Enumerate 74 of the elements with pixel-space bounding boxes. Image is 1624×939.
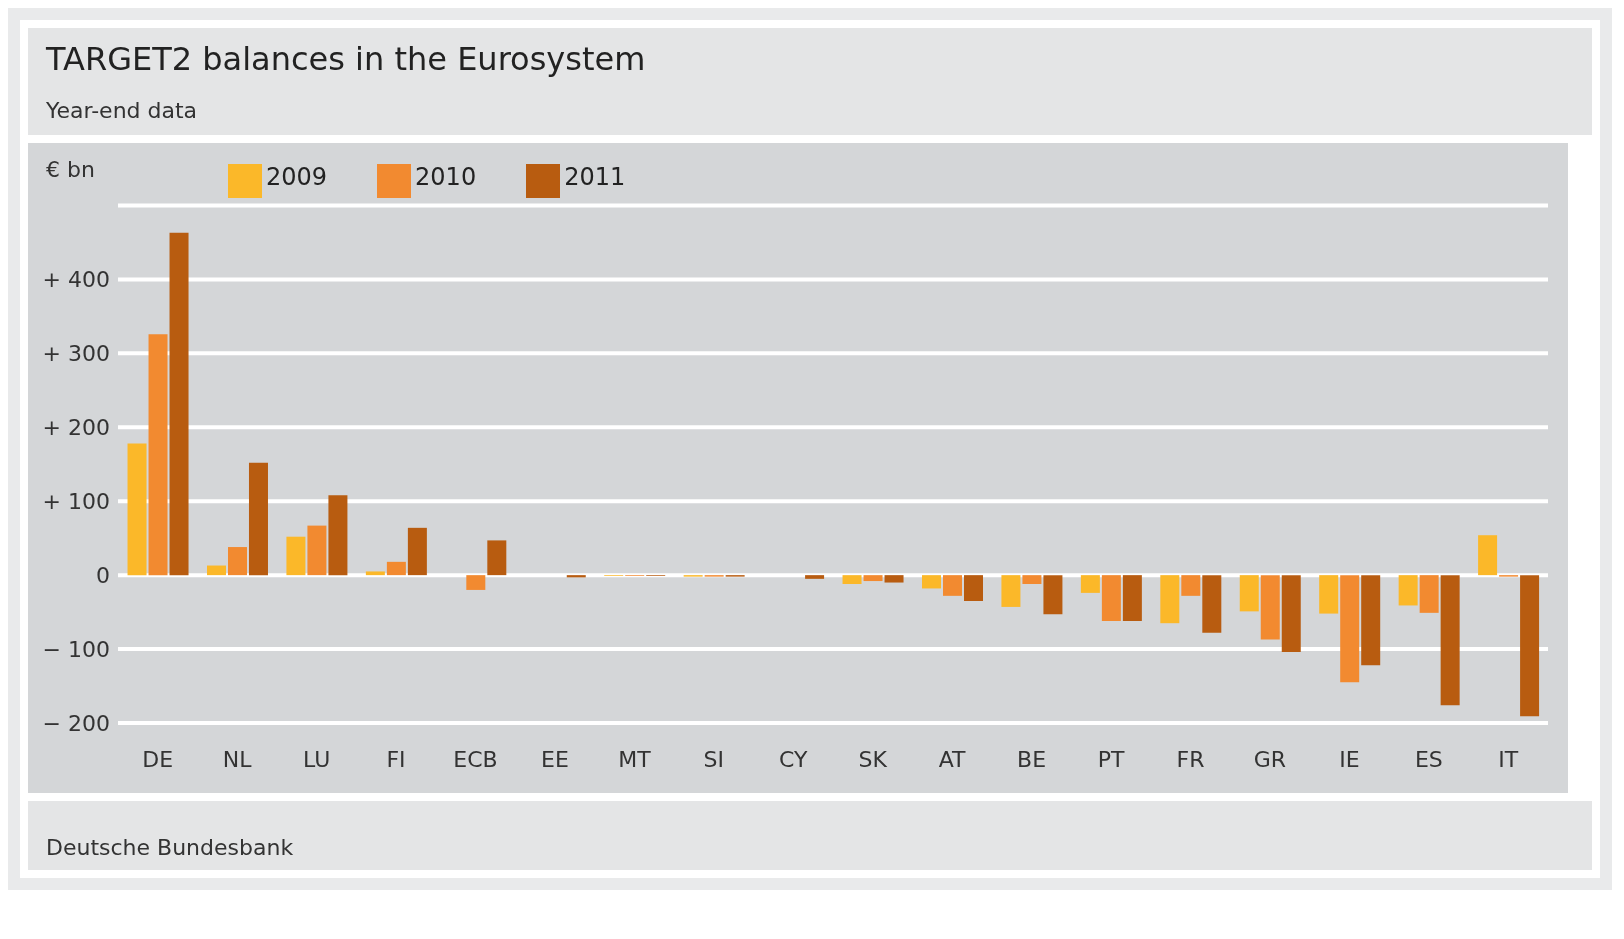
bar [148, 334, 168, 576]
bar [127, 443, 147, 576]
x-tick-label: IE [1339, 746, 1360, 772]
chart-subtitle: Year-end data [46, 98, 199, 123]
x-tick-label: ES [1414, 746, 1443, 772]
x-tick-label: FR [1176, 746, 1205, 772]
y-tick-label: − 100 [42, 636, 110, 662]
bar [307, 525, 327, 576]
bar [1181, 575, 1201, 596]
x-tick-label: PT [1097, 746, 1125, 772]
bar [407, 527, 427, 576]
bar [1478, 535, 1498, 576]
y-tick-label: + 100 [42, 489, 110, 515]
bar [248, 462, 268, 576]
bar [466, 575, 486, 590]
y-tick-label: 0 [96, 562, 110, 588]
x-tick-label: DE [142, 746, 174, 772]
bar [1340, 575, 1360, 683]
bar [1419, 575, 1439, 613]
x-tick-label: SI [703, 746, 725, 772]
legend-label: 2010 [415, 163, 477, 191]
bar [1122, 575, 1142, 621]
bar [1361, 575, 1381, 666]
x-tick-label: MT [618, 746, 652, 772]
bar [328, 495, 348, 576]
bar [365, 571, 385, 576]
bar [1440, 575, 1460, 706]
x-tick-label: IT [1498, 746, 1519, 772]
legend-label: 2011 [564, 163, 626, 191]
y-tick-label: + 300 [42, 341, 110, 367]
bar [286, 536, 306, 576]
x-tick-label: EE [541, 746, 569, 772]
chart-title: TARGET2 balances in the Eurosystem [46, 40, 647, 78]
x-tick-label: LU [302, 746, 331, 772]
bar [1520, 575, 1540, 717]
bar [1398, 575, 1418, 606]
x-tick-label: AT [938, 746, 967, 772]
bar [487, 540, 507, 576]
x-tick-label: FI [386, 746, 406, 772]
bar [921, 575, 941, 589]
bar [1281, 575, 1301, 653]
bar [386, 561, 406, 576]
x-tick-label: ECB [453, 746, 498, 772]
y-tick-label: + 400 [42, 267, 110, 293]
text: Deutsche Bundesbank [46, 835, 295, 860]
bar [169, 232, 189, 576]
x-tick-label: SK [858, 746, 888, 772]
x-tick-label: BE [1017, 746, 1047, 772]
bar [1160, 575, 1180, 624]
bar [805, 575, 825, 579]
bar [1043, 575, 1063, 615]
bar [1101, 575, 1121, 621]
bar [1001, 575, 1021, 607]
x-tick-label: NL [222, 746, 253, 772]
bar [1260, 575, 1280, 640]
y-tick-label: + 200 [42, 415, 110, 441]
bar [1202, 575, 1222, 633]
bar [566, 575, 586, 578]
y-axis-title: € bn [46, 157, 95, 182]
bar [963, 575, 983, 602]
bar [884, 575, 904, 583]
bar [842, 575, 862, 585]
bar [206, 565, 226, 576]
x-tick-label: GR [1253, 746, 1287, 772]
legend-label: 2009 [266, 163, 328, 191]
bar [1319, 575, 1339, 614]
y-tick-label: − 200 [42, 710, 110, 736]
bar [227, 547, 247, 576]
bar [1239, 575, 1259, 612]
x-tick-label: CY [779, 746, 809, 772]
bar [1022, 575, 1042, 585]
bar [942, 575, 962, 596]
bar [1080, 575, 1100, 593]
bar [863, 575, 883, 582]
